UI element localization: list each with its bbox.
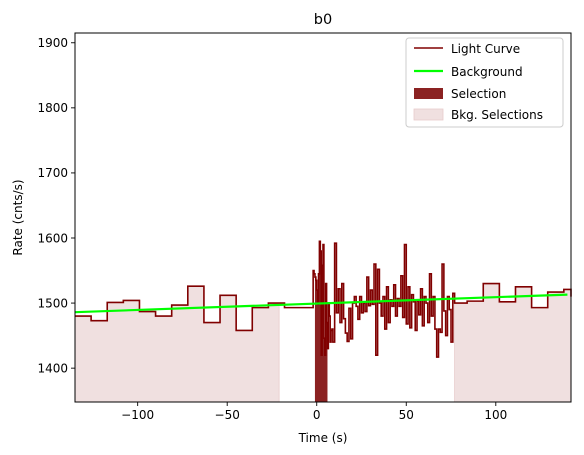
legend-label-selection: Selection: [451, 87, 506, 101]
y-tick-label: 1400: [37, 361, 68, 375]
legend-box: [405, 37, 564, 128]
bkg-selection-region-0: [74, 285, 280, 403]
x-axis-label: Time (s): [298, 431, 348, 445]
y-tick-label: 1500: [37, 296, 68, 310]
legend-symbol-bkg-selections: [413, 108, 444, 121]
x-ticks: −100 −50 0 50 100: [121, 402, 507, 422]
y-tick-label: 1900: [37, 36, 68, 50]
x-tick-label: −100: [121, 408, 154, 422]
y-tick-label: 1800: [37, 101, 68, 115]
background-fit-line: [74, 293, 568, 314]
legend-label-background: Background: [451, 65, 523, 79]
y-axis-label: Rate (cnts/s): [11, 179, 25, 255]
light-curve-layer: [75, 240, 572, 358]
x-tick-label: 50: [399, 408, 414, 422]
legend-label-bkg-selections: Bkg. Selections: [451, 108, 543, 122]
chart-title: b0: [314, 12, 332, 28]
legend: Light Curve Background Selection Bkg. Se…: [405, 37, 564, 128]
y-ticks: 1400 1500 1600 1700 1800 1900: [37, 36, 75, 375]
legend-label-light-curve: Light Curve: [451, 42, 520, 56]
plot-frame: [74, 32, 572, 403]
background-fit-layer: [74, 293, 568, 314]
y-tick-label: 1700: [37, 166, 68, 180]
y-tick-label: 1600: [37, 231, 68, 245]
light-curve-line: [75, 240, 572, 358]
x-tick-label: 100: [484, 408, 507, 422]
x-tick-label: −50: [215, 408, 240, 422]
legend-symbol-selection: [414, 88, 443, 99]
x-tick-label: 0: [313, 408, 321, 422]
